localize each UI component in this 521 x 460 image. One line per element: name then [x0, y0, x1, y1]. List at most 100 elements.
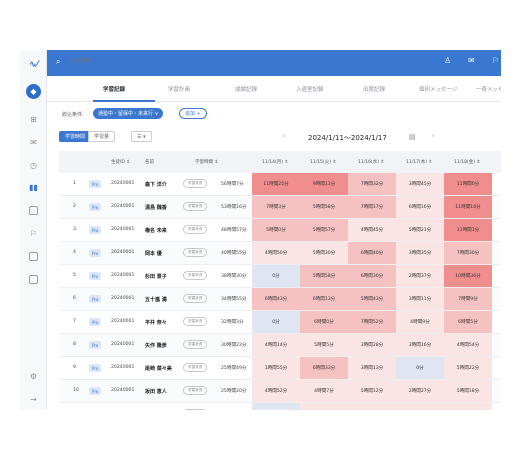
column-header[interactable]: 学習時間 ⇕	[195, 160, 219, 165]
table-row[interactable]: 10 Pro 20240001 坂田 恵人 学習状況 25時間20分 4時間52分 4時間7分…	[59, 380, 501, 403]
student-name[interactable]: 坂田 恵人	[145, 389, 167, 395]
sidebar-item-settings[interactable]: ⚙	[20, 367, 47, 385]
tab-attendance[interactable]: 出席記録	[363, 87, 386, 93]
sidebar-item-grid[interactable]: ⊞	[20, 110, 47, 128]
tab-learning-plan[interactable]: 学習計画	[168, 87, 191, 93]
daily-study-cell[interactable]: 4時間7分	[300, 380, 348, 402]
sidebar-item-mail[interactable]: ✉	[20, 133, 47, 151]
daily-study-cell[interactable]: 5時間58分	[300, 196, 348, 218]
table-row[interactable]: 6 Pro 20240001 五十嵐 満 学習状況 34時間55分 6時間43分 6時間13分…	[59, 288, 501, 311]
daily-study-cell[interactable]: 3時間35分	[396, 242, 444, 264]
sidebar-item-clipboard[interactable]	[20, 247, 47, 265]
daily-study-cell[interactable]: 6時間5分	[444, 311, 492, 333]
column-header[interactable]: 11/15(火) ⇕	[310, 160, 337, 165]
table-row[interactable]: 3 Pro 20240001 権名 未来 学習状況 48時間57分 5時間0分 5時間57分 4…	[59, 219, 501, 242]
daily-study-cell[interactable]: 11時間25分	[252, 173, 300, 195]
daily-study-cell[interactable]: 5時間43分	[348, 288, 396, 310]
daily-study-cell[interactable]: 5時間5分	[300, 334, 348, 356]
daily-study-cell[interactable]: 7時間9分	[444, 288, 492, 310]
daily-study-cell[interactable]: 5時間0分	[252, 219, 300, 241]
status-detail-button[interactable]: 学習状況	[183, 294, 208, 303]
tab-grades[interactable]: 成績記録	[235, 87, 258, 93]
daily-study-cell[interactable]: 11時間0分	[444, 173, 492, 195]
daily-study-cell[interactable]: 3時間16分	[396, 334, 444, 356]
table-row[interactable]: 2 Pro 20240001 湯島 魏香 学習状況 53時間16分 7時間3分 5時間58分 7…	[59, 196, 501, 219]
daily-study-cell[interactable]: 7時間32分	[348, 173, 396, 195]
table-row[interactable]: 9 Pro 20240001 尾崎 菜々美 学習状況 25時間49分 1時間55分 6時間33…	[59, 357, 501, 380]
table-row[interactable]: 1 Pro 20240001 森下 洋介 学習状況 56時間7分 11時間25分 9時間11分…	[59, 173, 501, 196]
table-row[interactable]: 4 Pro 20240001 岡本 優 学習状況 40時間55分 4時間50分 5時間30分 6…	[59, 242, 501, 265]
daily-study-cell[interactable]: 5時間57分	[300, 219, 348, 241]
view-study-amount-button[interactable]: 学習量	[88, 131, 116, 142]
table-row[interactable]: 8 Pro 20240001 矢作 隆彦 学習状況 30時間22分 4時間14分 5時間5分 3…	[59, 334, 501, 357]
daily-study-cell[interactable]: 7時間30分	[444, 242, 492, 264]
logo-icon[interactable]: ∿⁄	[28, 60, 39, 70]
sidebar-item-chart[interactable]: ▮▮	[20, 178, 47, 196]
add-filter-button[interactable]: 追加 +	[179, 108, 207, 119]
sidebar-item-flag[interactable]: ⚐	[20, 224, 47, 242]
sidebar-item-logout[interactable]: →	[20, 390, 47, 408]
tab-learning-record[interactable]: 学習記録	[103, 87, 126, 93]
daily-study-cell[interactable]: 5時間21分	[396, 219, 444, 241]
daily-study-cell[interactable]: 7時間17分	[348, 196, 396, 218]
student-name[interactable]: 五十嵐 満	[145, 297, 167, 303]
daily-study-cell[interactable]: 3時間11分	[396, 288, 444, 310]
search-input[interactable]	[69, 58, 189, 64]
status-detail-button[interactable]: 学習状況	[183, 179, 208, 188]
daily-study-cell[interactable]: 10時間36分	[444, 265, 492, 287]
sidebar-item-learning[interactable]: ◆	[20, 82, 47, 100]
table-row[interactable]: 7 Pro 20240001 平井 奈々 学習状況 32時間3分 0分 6時間0分 7時間52分…	[59, 311, 501, 334]
student-name[interactable]: 森下 洋介	[145, 182, 167, 188]
table-row[interactable]: 5 Pro 20240001 杉田 景子 学習状況 38時間30分 0分 5時間58分 6時間3…	[59, 265, 501, 288]
daily-study-cell[interactable]: 7時間52分	[348, 311, 396, 333]
daily-study-cell[interactable]: 2時間27分	[396, 380, 444, 402]
daily-study-cell[interactable]: 7時間3分	[252, 196, 300, 218]
status-filter-chip[interactable]: 通塾中・留保中・未来行 ∨	[93, 108, 164, 119]
daily-study-cell[interactable]: 11時間16分	[444, 196, 492, 218]
daily-study-cell[interactable]: 5時間12分	[348, 380, 396, 402]
daily-study-cell[interactable]: 4時間14分	[252, 334, 300, 356]
column-header[interactable]: 11/16(水) ⇕	[358, 160, 385, 165]
tab-messages[interactable]: 個別メッセージ	[419, 87, 458, 93]
view-study-time-button[interactable]: 学習時間	[59, 131, 92, 142]
column-header[interactable]: 11/17(木) ⇕	[406, 160, 433, 165]
daily-study-cell[interactable]: 6時間33分	[300, 357, 348, 379]
daily-study-cell[interactable]: 0分	[252, 265, 300, 287]
daily-study-cell[interactable]: 1時間55分	[252, 357, 300, 379]
status-detail-button[interactable]: 学習状況	[183, 363, 208, 372]
student-name[interactable]: 杉田 景子	[145, 274, 167, 280]
daily-study-cell[interactable]: 4時間50分	[252, 242, 300, 264]
student-name[interactable]: 岡本 優	[145, 251, 162, 257]
daily-study-cell[interactable]: 6時間0分	[300, 311, 348, 333]
daily-study-cell[interactable]: 4時間45分	[348, 219, 396, 241]
student-name[interactable]: 矢作 隆彦	[145, 343, 167, 349]
student-name[interactable]: 湯島 魏香	[145, 205, 167, 211]
daily-study-cell[interactable]: 6時間30分	[348, 265, 396, 287]
daily-study-cell[interactable]: 11時間1分	[444, 219, 492, 241]
prev-week-button[interactable]: ‹	[283, 132, 286, 140]
status-detail-button[interactable]: 学習状況	[183, 386, 208, 395]
daily-study-cell[interactable]: 4時間52分	[252, 380, 300, 402]
sidebar-item-book[interactable]	[20, 270, 47, 288]
column-header[interactable]: 11/14(月) ⇕	[262, 160, 289, 165]
status-detail-button[interactable]: 学習状況	[183, 317, 208, 326]
daily-study-cell[interactable]: 3時間10分	[300, 403, 348, 410]
sidebar-item-clock[interactable]: ◷	[20, 156, 47, 174]
daily-study-cell[interactable]: 3時間45分	[396, 173, 444, 195]
sidebar-item-calendar[interactable]	[20, 201, 47, 219]
status-detail-button[interactable]: 学習状況	[183, 271, 208, 280]
daily-study-cell[interactable]: 3時間28分	[348, 334, 396, 356]
next-week-button[interactable]: ›	[432, 132, 435, 140]
daily-study-cell[interactable]: 4時間54分	[444, 334, 492, 356]
tab-attendance-entry[interactable]: 入退室記録	[296, 87, 324, 93]
status-detail-button[interactable]: 学習状況	[183, 202, 208, 211]
tab-broadcast[interactable]: 一斉メッセー	[476, 87, 501, 93]
status-detail-button[interactable]: 学習状況	[183, 225, 208, 234]
column-header[interactable]: 名前	[145, 160, 154, 165]
flag-icon[interactable]: ⚐	[492, 56, 500, 65]
daily-study-cell[interactable]: 6時間16分	[396, 196, 444, 218]
daily-study-cell[interactable]: 5時間22分	[444, 357, 492, 379]
daily-study-cell[interactable]: 4時間9分	[396, 311, 444, 333]
daily-study-cell[interactable]: 6時間40分	[348, 242, 396, 264]
daily-study-cell[interactable]: 0分	[252, 311, 300, 333]
